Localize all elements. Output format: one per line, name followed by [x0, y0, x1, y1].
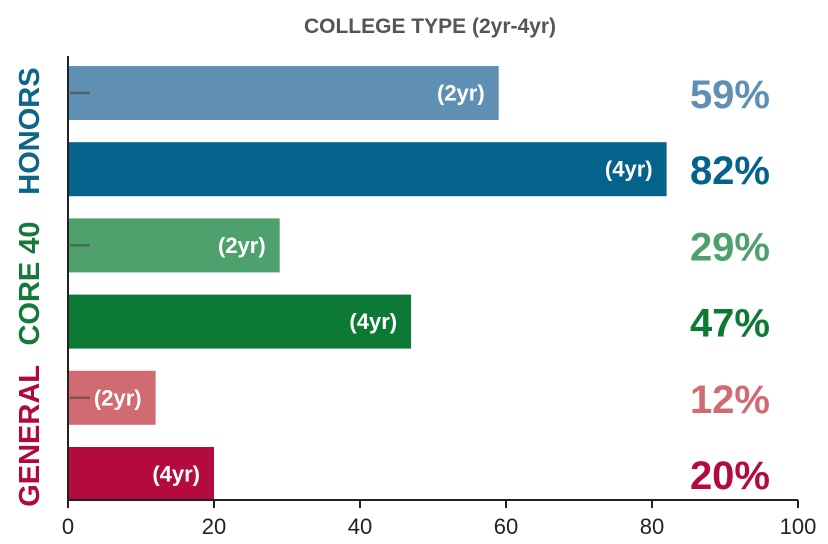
group-label: CORE 40	[14, 221, 46, 345]
bar	[68, 218, 280, 273]
bar-label: (2yr)	[437, 81, 485, 106]
value-label: 12%	[690, 378, 770, 422]
x-axis: 0 20 40 60 80 100	[62, 56, 816, 539]
bar	[68, 294, 412, 349]
value-label: 29%	[690, 225, 770, 269]
value-label: 59%	[690, 73, 770, 117]
x-tick-label: 20	[202, 514, 226, 539]
bar-label: (4yr)	[152, 462, 200, 487]
bars: (2yr) 59% (4yr) 82% (2yr) 29% (4yr) 47% (2yr) 12%…	[68, 66, 770, 501]
group-label: GENERAL	[14, 365, 46, 507]
bar-label: (2yr)	[94, 385, 142, 410]
value-label: 47%	[690, 302, 770, 346]
x-tick-label: 0	[62, 514, 74, 539]
value-label: 20%	[690, 454, 770, 498]
x-tick-label: 100	[780, 514, 817, 539]
x-tick-label: 80	[640, 514, 664, 539]
chart-title: COLLEGE TYPE (2yr-4yr)	[304, 15, 556, 38]
group-labels: HONORS CORE 40 GENERAL	[14, 67, 46, 506]
x-tick-label: 40	[348, 514, 372, 539]
group-label: HONORS	[14, 67, 46, 194]
bar-label: (2yr)	[218, 233, 266, 258]
bar	[68, 66, 499, 120]
x-tick-label: 60	[494, 514, 518, 539]
bar-label: (4yr)	[605, 157, 653, 182]
value-label: 82%	[690, 149, 770, 193]
bar	[68, 142, 667, 197]
bar-label: (4yr)	[349, 309, 397, 334]
bar	[68, 447, 214, 501]
